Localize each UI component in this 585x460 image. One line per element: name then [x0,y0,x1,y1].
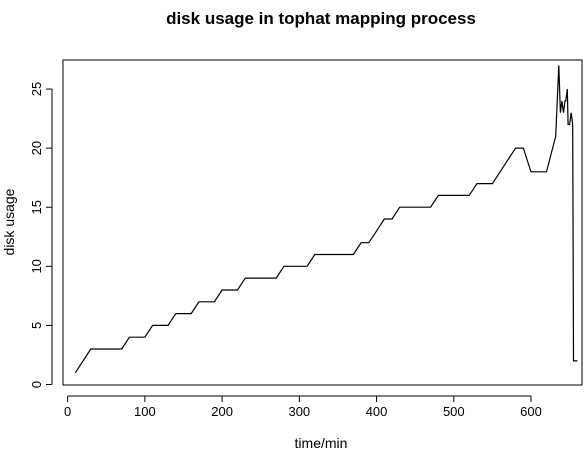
y-tick-label: 10 [29,259,44,273]
series-layer [74,65,578,374]
x-tick-label: 500 [443,404,465,419]
x-tick-label: 200 [211,404,233,419]
x-tick-label: 0 [64,404,71,419]
chart-title: disk usage in tophat mapping process [166,9,476,28]
x-tick-label: 600 [520,404,542,419]
x-axis: 0 100 200 300 400 500 600 [64,395,542,419]
plot-frame [62,59,583,386]
y-axis-label: disk usage [1,188,17,255]
x-tick-label: 100 [134,404,156,419]
x-tick-label: 400 [366,404,388,419]
y-tick-label: 25 [29,82,44,96]
y-tick-label: 5 [29,322,44,329]
y-tick-label: 15 [29,200,44,214]
x-axis-label: time/min [295,435,348,451]
y-tick-label: 20 [29,141,44,155]
x-tick-label: 300 [288,404,310,419]
y-tick-label: 0 [29,381,44,388]
y-axis: 0 5 10 15 20 25 [29,82,53,388]
series-line [74,65,578,374]
